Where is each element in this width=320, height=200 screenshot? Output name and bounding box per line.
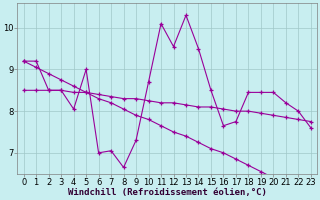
X-axis label: Windchill (Refroidissement éolien,°C): Windchill (Refroidissement éolien,°C) [68, 188, 267, 197]
